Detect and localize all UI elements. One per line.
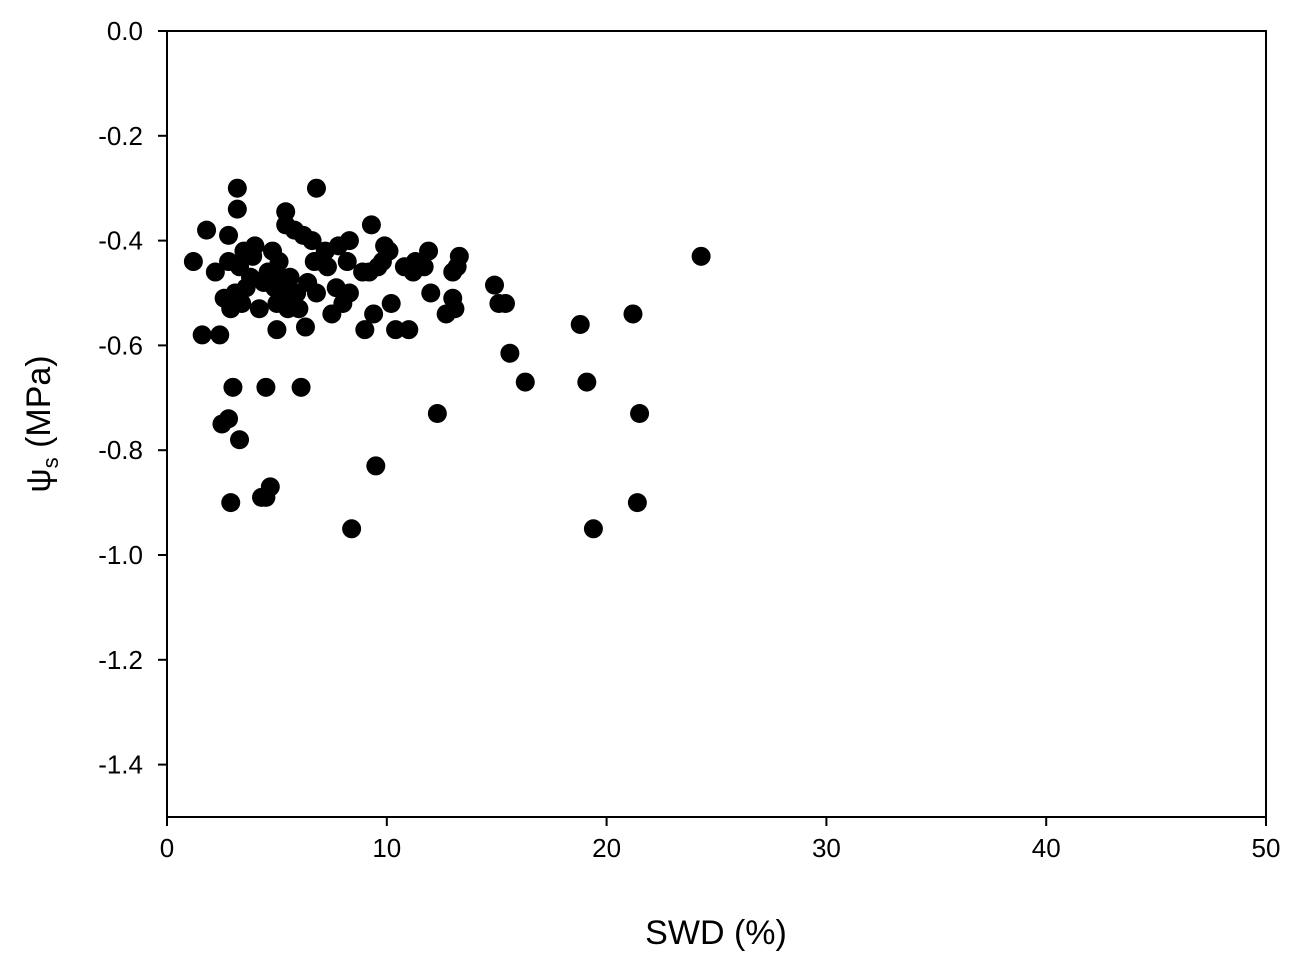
data-point [256,377,276,397]
x-axis: 0 10 20 30 40 50 [160,817,1281,863]
data-point [630,404,650,424]
y-tick-label: -0.6 [98,330,143,360]
data-point [232,293,252,313]
data-point [269,252,289,272]
y-tick-label: -1.2 [98,645,143,675]
data-point [485,275,505,295]
x-tick-label: 10 [372,833,401,863]
y-axis-subscript: s [38,457,63,468]
x-tick-label: 40 [1032,833,1061,863]
data-point [386,320,406,340]
data-point [245,236,265,256]
data-point [273,283,293,303]
data-point [366,456,386,476]
data-point [515,372,535,392]
data-point [223,377,243,397]
y-axis-unit: (MPa) [20,355,58,448]
x-tick-label: 50 [1252,833,1281,863]
data-point [205,262,225,282]
data-point [691,246,711,266]
data-point [306,178,326,198]
data-point [210,325,230,345]
data-point [280,267,300,287]
data-point [419,241,439,261]
data-point [414,257,434,277]
data-point [260,477,280,497]
y-tick-label: -0.8 [98,435,143,465]
data-point [379,241,399,261]
y-axis-title: ψs (MPa) [20,355,63,492]
data-point [427,404,447,424]
y-tick-label: -0.4 [98,226,143,256]
x-axis-title: SWD (%) [645,914,787,952]
y-tick-label: 0.0 [107,16,143,46]
data-point [221,493,241,513]
data-point [421,283,441,303]
data-point [570,314,590,334]
data-point [500,343,520,363]
data-point [291,377,311,397]
y-tick-label: -0.2 [98,121,143,151]
data-point [364,304,384,324]
data-point [339,283,359,303]
data-point [583,519,603,539]
x-tick-label: 0 [160,833,174,863]
data-point [306,283,326,303]
data-point [227,178,247,198]
data-point [337,252,357,272]
x-tick-label: 20 [592,833,621,863]
data-point [276,202,296,222]
data-point [339,231,359,251]
data-point [355,320,375,340]
data-point [289,299,309,319]
y-axis-symbol: ψ [20,468,58,492]
data-point [577,372,597,392]
data-point [227,199,247,219]
data-point [267,320,287,340]
data-point [381,293,401,313]
plot-frame [166,30,1267,818]
data-point [219,225,239,245]
data-point [197,220,217,240]
y-axis: 0.0 -0.2 -0.4 -0.6 -0.8 -1.0 -1.2 -1.4 [98,16,167,780]
x-tick-label: 30 [812,833,841,863]
data-point [623,304,643,324]
data-point [295,317,315,337]
data-point [399,320,419,340]
data-points [183,178,711,539]
data-point [317,257,337,277]
data-point [219,409,239,429]
data-point [183,252,203,272]
data-point [302,231,322,251]
data-point [627,493,647,513]
data-point [445,299,465,319]
data-point [449,246,469,266]
data-point [230,430,250,450]
data-point [342,519,362,539]
data-point [249,299,269,319]
y-tick-label: -1.4 [98,750,143,780]
data-point [495,293,515,313]
y-tick-label: -1.0 [98,540,143,570]
data-point [192,325,212,345]
data-point [361,215,381,235]
